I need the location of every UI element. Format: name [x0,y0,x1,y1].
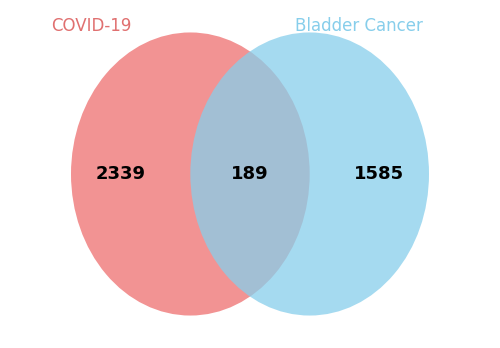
Text: 189: 189 [231,165,269,183]
Text: Bladder Cancer: Bladder Cancer [296,17,424,34]
Text: 1585: 1585 [354,165,405,183]
Text: COVID-19: COVID-19 [50,17,131,34]
Ellipse shape [190,32,429,316]
Text: 2339: 2339 [96,165,146,183]
Ellipse shape [71,32,310,316]
